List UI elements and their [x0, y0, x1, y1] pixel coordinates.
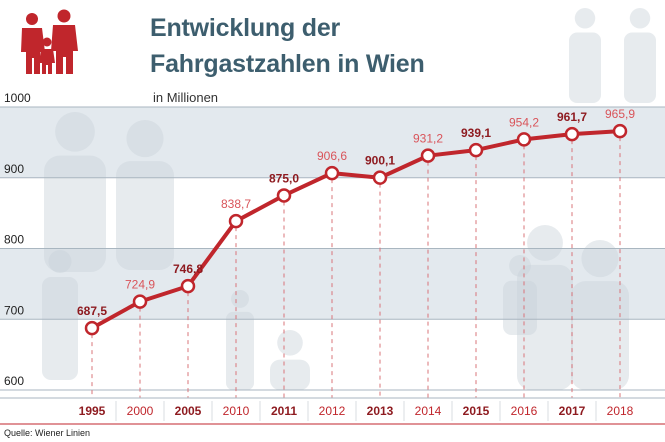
data-point — [324, 165, 340, 181]
chart-band — [0, 390, 665, 400]
y-axis-ticks: 600 700 800 900 1000 — [4, 91, 31, 388]
x-tick-label: 2017 — [559, 404, 586, 418]
figure-silhouette — [42, 277, 78, 380]
data-point — [132, 294, 148, 309]
data-label: 939,1 — [461, 126, 491, 140]
x-tick-label: 2000 — [127, 404, 154, 418]
x-axis: 1995 2000 2005 2010 2011 2012 2013 2014 2015 2016… — [0, 397, 665, 425]
data-label: 931,2 — [413, 132, 443, 146]
background-figures — [42, 8, 656, 390]
figure-silhouette — [55, 112, 95, 152]
data-label: 965,9 — [605, 107, 635, 121]
header-band — [0, 0, 665, 112]
figure-silhouette — [116, 161, 174, 270]
y-tick-label: 600 — [4, 374, 24, 388]
data-label: 687,5 — [77, 304, 107, 318]
y-tick-label: 900 — [4, 162, 24, 176]
y-tick-label: 700 — [4, 303, 24, 317]
data-point — [564, 126, 580, 142]
figure-silhouette — [569, 32, 601, 104]
drop-lines — [91, 137, 621, 398]
figure-silhouette — [581, 240, 619, 278]
chart-title-line-2: Fahrgastzahlen in Wien — [150, 50, 425, 78]
figure-silhouette — [270, 359, 310, 390]
data-label: 875,0 — [269, 171, 299, 185]
x-tick-label: 1995 — [79, 404, 106, 418]
data-point — [180, 278, 196, 294]
figure-silhouette — [527, 225, 563, 261]
figure-silhouette — [44, 155, 106, 272]
x-tick-label: 2014 — [415, 404, 442, 418]
figure-silhouette — [231, 290, 249, 308]
figure-silhouette — [226, 311, 254, 390]
series-line — [91, 129, 621, 330]
chart-title-line-1: Entwicklung der — [150, 14, 341, 42]
data-point — [612, 123, 628, 139]
y-tick-label: 800 — [4, 233, 24, 247]
x-axis-band — [0, 398, 665, 424]
figure-silhouette — [629, 8, 651, 29]
figure-silhouette — [517, 264, 573, 390]
x-tick-label: 2011 — [271, 404, 297, 418]
data-label: 906,6 — [317, 149, 347, 163]
x-tick-label: 2018 — [607, 404, 634, 418]
figure-silhouette — [126, 120, 164, 158]
data-label: 961,7 — [557, 110, 587, 124]
data-label: 838,7 — [221, 197, 251, 211]
unit-label: in Millionen — [153, 90, 219, 105]
data-label: 900,1 — [365, 154, 395, 168]
family-icon — [21, 9, 78, 74]
figure-silhouette — [509, 255, 531, 277]
data-point — [468, 142, 484, 158]
x-tick-label: 2010 — [223, 404, 250, 418]
chart-band — [0, 319, 665, 390]
x-tick-label: 2015 — [463, 404, 490, 418]
data-point — [372, 170, 388, 185]
x-tick-label: 2016 — [511, 404, 538, 418]
data-points — [84, 123, 628, 336]
figure-silhouette — [503, 280, 537, 335]
data-label: 724,9 — [125, 278, 155, 292]
figure-silhouette — [277, 330, 303, 356]
figure-silhouette — [624, 32, 656, 104]
data-point — [516, 132, 532, 147]
x-tick-label: 2005 — [175, 404, 202, 418]
x-tick-label: 2013 — [367, 404, 394, 418]
x-tick-label: 2012 — [319, 404, 346, 418]
data-label: 746,8 — [173, 262, 203, 276]
data-label: 954,2 — [509, 115, 539, 129]
data-labels: 687,5 724,9 746,8 838,7 875,0 906,6 900,1 931,2… — [77, 107, 635, 318]
data-point — [276, 188, 292, 203]
figure-silhouette — [571, 281, 629, 390]
data-point — [420, 148, 436, 163]
y-tick-label: 1000 — [4, 91, 31, 105]
data-point — [84, 320, 100, 336]
figure-silhouette — [574, 8, 596, 29]
figure-silhouette — [48, 249, 72, 274]
source-note: Quelle: Wiener Linien — [4, 428, 91, 438]
data-point — [228, 213, 244, 229]
